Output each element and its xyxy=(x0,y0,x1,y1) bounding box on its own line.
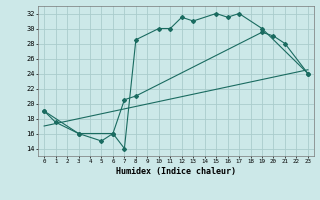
X-axis label: Humidex (Indice chaleur): Humidex (Indice chaleur) xyxy=(116,167,236,176)
